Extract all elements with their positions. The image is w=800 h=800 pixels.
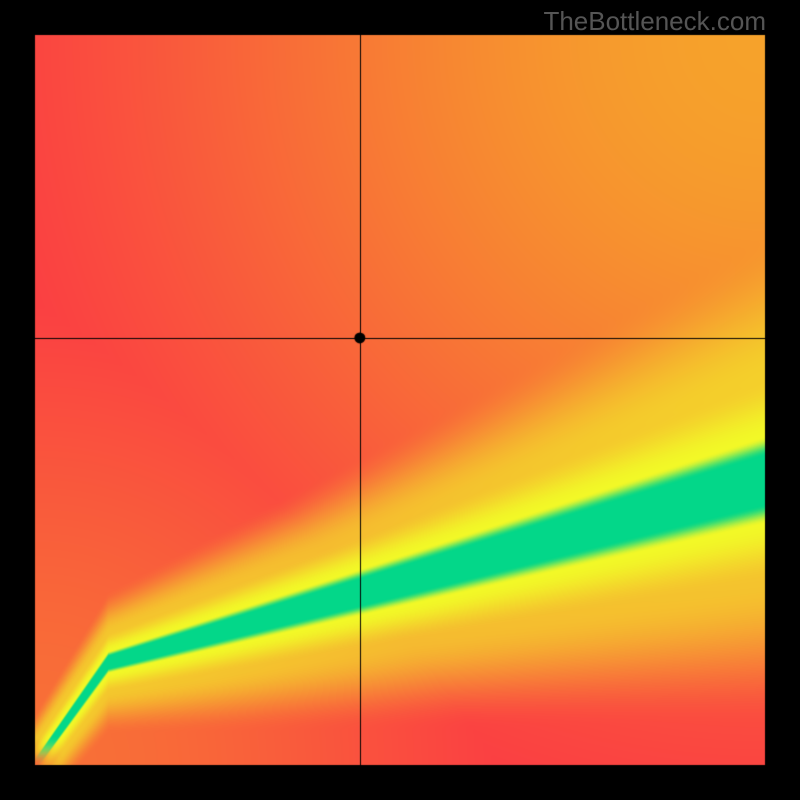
bottleneck-heatmap — [0, 0, 800, 800]
watermark-text: TheBottleneck.com — [543, 6, 766, 37]
bottleneck-chart-container: TheBottleneck.com — [0, 0, 800, 800]
